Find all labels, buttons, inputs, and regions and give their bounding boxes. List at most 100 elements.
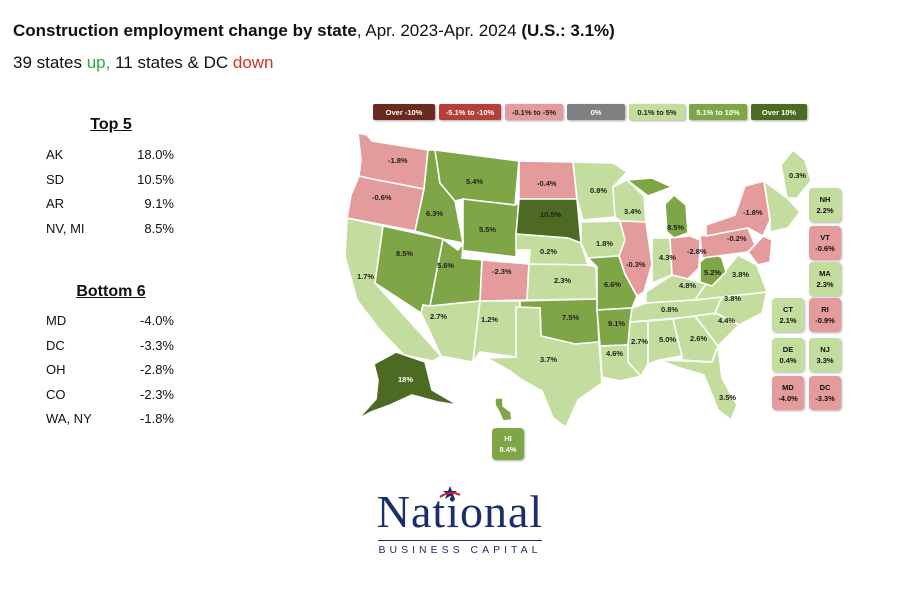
label-AK: 18% xyxy=(398,375,413,384)
subtitle-prefix: 39 states xyxy=(13,53,87,72)
rank-value: 8.5% xyxy=(144,220,174,236)
title-period: , Apr. 2023-Apr. 2024 xyxy=(356,21,522,40)
bottom6-table: MD -4.0% DC -3.3% OH -2.8% CO -2.3% WA, NY -1… xyxy=(46,313,174,436)
bottom6-heading: Bottom 6 xyxy=(76,283,146,300)
label-ND: -0.4% xyxy=(537,179,557,188)
callout-value: -0.6% xyxy=(815,244,835,253)
label-IL: -0.3% xyxy=(626,260,646,269)
state-HI xyxy=(494,397,513,422)
callout-DC: DC -3.3% xyxy=(809,376,841,410)
rank-state: AK xyxy=(46,147,64,162)
label-MN: 0.8% xyxy=(590,186,607,195)
page-title: Construction employment change by state,… xyxy=(13,21,615,41)
map-legend: Over -10% -5.1% to -10% -0.1% to -5% 0% … xyxy=(373,104,807,120)
subtitle-down: down xyxy=(232,53,274,72)
label-NY: -1.8% xyxy=(743,208,763,217)
label-OH: -2.8% xyxy=(687,247,707,256)
callout-value: 2.3% xyxy=(816,280,834,289)
label-FL: 3.5% xyxy=(719,393,736,402)
legend-item-neg01-to-neg5: -0.1% to -5% xyxy=(505,104,563,120)
hi-callout-label: HI xyxy=(504,434,512,443)
label-ME: 0.3% xyxy=(789,171,806,180)
callout-MD: MD -4.0% xyxy=(772,376,804,410)
callout-NJ: NJ 3.3% xyxy=(809,338,841,372)
callout-state: VT xyxy=(820,233,830,242)
table-row: SD 10.5% xyxy=(46,172,174,197)
label-WA: -1.8% xyxy=(388,156,408,165)
label-TN: 0.8% xyxy=(661,305,678,314)
legend-item-over-neg10: Over -10% xyxy=(373,104,435,120)
label-PA: -0.2% xyxy=(727,234,747,243)
label-MS: 2.7% xyxy=(631,337,648,346)
state-FL xyxy=(658,345,738,422)
callout-CT: CT 2.1% xyxy=(772,298,804,332)
callout-DE: DE 0.4% xyxy=(772,338,804,372)
legend-item-01-to-5: 0.1% to 5% xyxy=(629,104,685,120)
label-UT: 5.6% xyxy=(437,261,454,270)
state-NE-cluster xyxy=(762,179,802,233)
top5-heading: Top 5 xyxy=(90,116,132,133)
callout-value: 2.2% xyxy=(816,206,834,215)
label-TX: 3.7% xyxy=(540,355,557,364)
state-TX xyxy=(484,306,603,429)
star-swoosh-icon xyxy=(439,486,461,499)
rank-value: 9.1% xyxy=(144,196,174,211)
rank-state: MD xyxy=(46,313,67,328)
state-NM xyxy=(472,300,521,363)
label-MI: 8.5% xyxy=(667,223,684,232)
rank-state: CO xyxy=(46,386,66,402)
rank-state: AR xyxy=(46,196,65,211)
table-row: CO -2.3% xyxy=(46,387,174,412)
state-AK xyxy=(357,351,459,420)
rank-value: 10.5% xyxy=(137,171,174,187)
title-main: Construction employment change by state xyxy=(13,21,357,40)
rank-value: 18.0% xyxy=(137,147,174,162)
callout-value: -3.3% xyxy=(815,394,835,403)
callout-MA: MA 2.3% xyxy=(809,262,841,296)
subtitle-up: up, xyxy=(86,53,111,72)
state-MI-upper xyxy=(624,177,675,197)
subtitle-mid: 11 states & DC xyxy=(110,53,233,72)
rank-value: -2.8% xyxy=(140,362,174,377)
label-LA: 4.6% xyxy=(606,349,623,358)
state-MI xyxy=(664,193,689,239)
rank-state: NV, MI xyxy=(46,220,85,236)
state-IN xyxy=(651,237,673,285)
callout-VT: VT -0.6% xyxy=(809,226,841,260)
label-MO: 6.6% xyxy=(604,280,621,289)
table-row: AK 18.0% xyxy=(46,147,174,172)
hi-callout-value: 8.4% xyxy=(499,445,517,454)
state-AL xyxy=(647,318,683,366)
callout-value: 3.3% xyxy=(816,356,834,365)
hi-callout: HI 8.4% xyxy=(492,428,524,460)
label-ID: 6.3% xyxy=(426,209,443,218)
label-SC: 4.4% xyxy=(718,316,735,325)
callout-value: 0.4% xyxy=(779,356,797,365)
rank-value: -1.8% xyxy=(140,411,174,426)
callout-state: CT xyxy=(783,305,793,314)
rank-value: -3.3% xyxy=(140,337,174,353)
callout-state: NH xyxy=(819,195,831,204)
state-IL xyxy=(618,220,653,298)
callout-state: MA xyxy=(819,269,831,278)
label-CA: 1.7% xyxy=(357,272,374,281)
label-SD: 10.5% xyxy=(540,210,562,219)
label-KY: 4.8% xyxy=(679,281,696,290)
callout-state: DE xyxy=(782,345,794,354)
legend-item-zero: 0% xyxy=(567,104,625,120)
legend-item-neg5-to-neg10: -5.1% to -10% xyxy=(439,104,501,120)
label-WV: 5.2% xyxy=(704,268,721,277)
table-row: WA, NY -1.8% xyxy=(46,411,174,436)
logo-tagline: BUSINESS CAPITAL xyxy=(378,540,542,556)
label-NM: 1.2% xyxy=(481,315,498,324)
callout-RI: RI -0.9% xyxy=(809,298,841,332)
table-row: AR 9.1% xyxy=(46,196,174,221)
state-VA xyxy=(693,253,769,301)
label-OR: -0.6% xyxy=(372,193,392,202)
callout-NH: NH 2.2% xyxy=(809,188,841,222)
label-NE: 0.2% xyxy=(540,247,557,256)
label-IA: 1.8% xyxy=(596,239,613,248)
callout-value: -4.0% xyxy=(778,394,798,403)
label-AR: 9.1% xyxy=(608,319,625,328)
